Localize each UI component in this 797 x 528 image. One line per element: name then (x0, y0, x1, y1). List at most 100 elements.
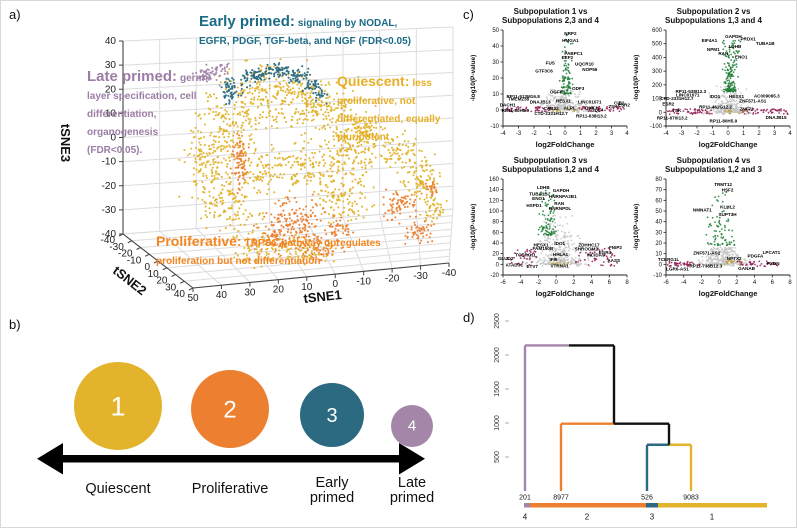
tsne-cluster-yellow (178, 58, 448, 270)
svg-text:EIF4A1: EIF4A1 (702, 38, 718, 43)
svg-text:tSNE3: tSNE3 (58, 124, 73, 162)
panel-a-label: a) (9, 7, 21, 22)
svg-text:20: 20 (492, 252, 499, 258)
svg-text:40: 40 (105, 36, 117, 47)
svg-text:GTF3C6: GTF3C6 (535, 69, 553, 74)
svg-text:-log10(P-value): -log10(P-value) (633, 55, 640, 102)
svg-text:140: 140 (489, 188, 500, 194)
volcano-2-title: Subpopulation 2 vs Subpopulations 1,3 an… (630, 7, 796, 26)
svg-text:FUS: FUS (546, 61, 555, 66)
svg-text:OGFR: OGFR (550, 89, 564, 94)
svg-text:400: 400 (652, 55, 663, 61)
svg-text:10: 10 (148, 269, 160, 280)
svg-text:-30: -30 (102, 205, 117, 216)
svg-text:50: 50 (187, 293, 199, 304)
svg-text:0: 0 (563, 131, 567, 137)
svg-text:4: 4 (625, 131, 629, 137)
svg-text:80: 80 (492, 220, 499, 226)
svg-text:-20: -20 (490, 273, 499, 279)
svg-text:IDO1: IDO1 (709, 94, 720, 99)
svg-text:100: 100 (652, 97, 663, 103)
svg-text:0: 0 (110, 133, 116, 144)
svg-text:1: 1 (742, 131, 746, 137)
svg-text:100: 100 (489, 209, 500, 215)
annotation-early-primed-title: Early primed: (199, 13, 295, 30)
svg-text:DKK1: DKK1 (585, 106, 598, 111)
svg-text:60: 60 (492, 230, 499, 236)
svg-text:80: 80 (655, 177, 662, 183)
svg-text:120: 120 (489, 198, 500, 204)
svg-text:6: 6 (608, 280, 612, 286)
svg-text:2: 2 (223, 397, 236, 424)
svg-text:tSNE1: tSNE1 (303, 287, 343, 306)
svg-text:30: 30 (165, 282, 177, 293)
bidirectional-arrow (37, 443, 425, 475)
svg-text:UQCR10: UQCR10 (575, 61, 594, 66)
volcano-4-chart: -10 0 10 20 30 40 50 60 70 80 -6 -4 -2 0 2 4 6 8 -log10(P-… (633, 177, 792, 298)
svg-text:0: 0 (554, 280, 558, 286)
svg-text:2: 2 (757, 131, 761, 137)
svg-text:NRP2: NRP2 (564, 31, 577, 36)
volcano-plot-3: Subpopulation 3 vs Subpopulations 1,2 an… (467, 156, 634, 303)
svg-text:4: 4 (788, 131, 792, 137)
svg-text:0: 0 (726, 131, 730, 137)
svg-text:primed: primed (310, 490, 354, 506)
svg-text:LDHB: LDHB (729, 44, 742, 49)
svg-text:-log10(P-value): -log10(P-value) (470, 55, 477, 102)
svg-text:RP11-538I12.3: RP11-538I12.3 (675, 89, 706, 94)
svg-text:ETV7: ETV7 (526, 264, 538, 269)
svg-text:FNIP2: FNIP2 (609, 245, 622, 250)
svg-text:LDHB: LDHB (537, 185, 550, 190)
svg-text:-30: -30 (109, 242, 124, 253)
volcano-1-title-line1: Subpopulation 1 vs (513, 7, 588, 16)
svg-text:ZNF571-AS1: ZNF571-AS1 (739, 98, 767, 103)
svg-text:IDO1: IDO1 (554, 241, 565, 246)
svg-text:70: 70 (655, 188, 662, 194)
svg-text:RAN: RAN (554, 201, 565, 206)
svg-text:CTD-2331H12.7: CTD-2331H12.7 (660, 96, 694, 101)
annotation-late-primed-title: Late primed: (87, 68, 178, 85)
svg-text:-1: -1 (547, 131, 553, 137)
svg-text:EGR4: EGR4 (599, 250, 612, 255)
stage-1: 1 Quiescent (74, 362, 162, 497)
svg-text:ATAD3C: ATAD3C (506, 263, 525, 268)
svg-text:ENO1: ENO1 (532, 196, 545, 201)
svg-text:Proliferative: Proliferative (192, 481, 269, 497)
svg-text:300: 300 (652, 69, 663, 75)
volcano-2-title-line2: Subpopulations 1,3 and 4 (665, 16, 762, 26)
svg-text:-10: -10 (653, 273, 662, 279)
annotation-quiescent-title: Quiescent: (337, 73, 410, 89)
annotation-proliferative: Proliferative: TRPSC pathway upregulates … (156, 233, 421, 269)
svg-text:1: 1 (579, 131, 583, 137)
annotation-late-primed-body: germ layer specification, cell different… (87, 73, 205, 156)
svg-text:30: 30 (655, 230, 662, 236)
svg-text:20: 20 (655, 241, 662, 247)
tsne-points (178, 58, 448, 270)
volcano-2: -100 0 100 200 300 400 500 600 -4 -3 -2 -1 0 1 2 3 4 -log… (633, 28, 792, 149)
svg-text:FAM150B: FAM150B (533, 246, 554, 251)
svg-text:ZDHHC17: ZDHHC17 (578, 242, 600, 247)
svg-text:ESR2: ESR2 (662, 102, 674, 107)
annotation-quiescent: Quiescent: less proliferative, not differ… (337, 73, 459, 145)
volcano-4-title-line1: Subpopulation 4 vs (676, 156, 751, 165)
svg-text:EEF2: EEF2 (562, 55, 574, 60)
svg-text:-2: -2 (536, 280, 542, 286)
svg-text:30: 30 (492, 60, 499, 66)
volcano-2-title-line1: Subpopulation 2 vs (676, 7, 751, 16)
volcano-4-points (666, 191, 779, 268)
svg-text:0: 0 (332, 279, 338, 290)
svg-text:ENO1: ENO1 (735, 54, 748, 59)
svg-text:-3: -3 (516, 131, 522, 137)
svg-text:-3: -3 (679, 131, 685, 137)
panel-d-label: d) (463, 310, 475, 325)
svg-text:HSPD1: HSPD1 (526, 203, 542, 208)
svg-text:4: 4 (753, 280, 757, 286)
